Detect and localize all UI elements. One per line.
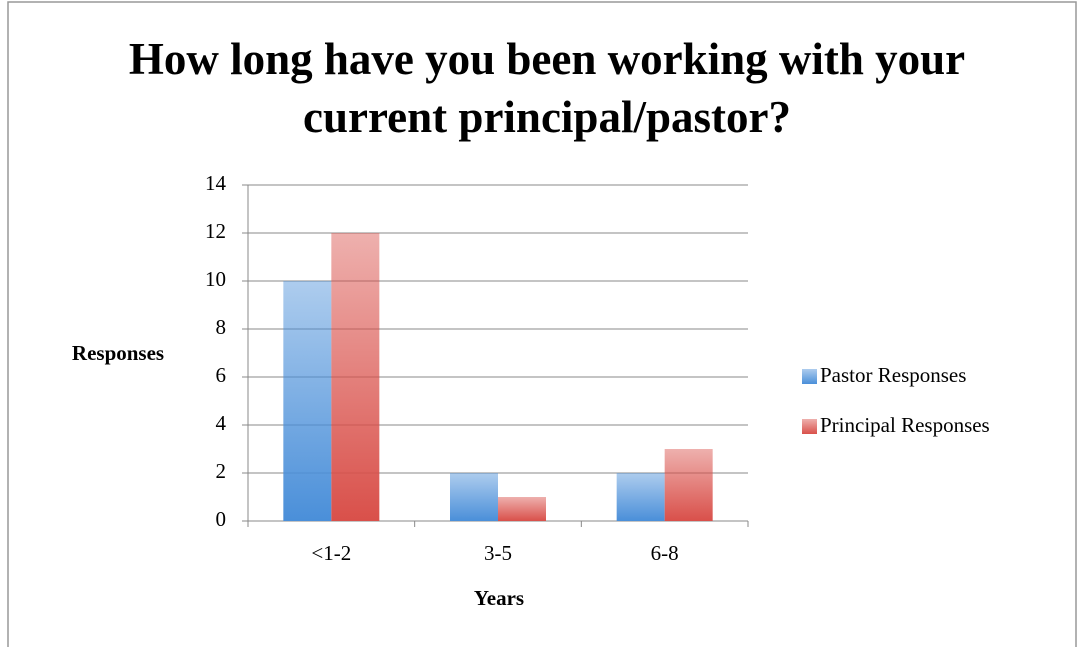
frame (7, 1, 1077, 647)
bar (331, 233, 380, 521)
y-tick-label: 2 (216, 459, 227, 483)
bar (616, 473, 665, 521)
bar (450, 473, 498, 521)
x-tick-label: 6-8 (651, 541, 679, 565)
y-tick-label: 6 (216, 363, 227, 387)
y-tick-label: 4 (216, 411, 227, 435)
y-axis-label: Responses (72, 341, 164, 365)
y-tick-label: 0 (216, 507, 227, 531)
x-tick-label: 3-5 (484, 541, 512, 565)
bar (283, 281, 332, 521)
legend-label: Pastor Responses (820, 363, 966, 387)
y-tick-label: 8 (216, 315, 227, 339)
y-tick-label: 10 (205, 267, 226, 291)
bar (498, 497, 546, 521)
y-tick-label: 14 (205, 171, 227, 195)
legend-swatch (802, 369, 817, 384)
legend-label: Principal Responses (820, 413, 990, 437)
bar (664, 449, 713, 521)
legend-swatch (802, 419, 817, 434)
x-tick-label: <1-2 (311, 541, 351, 565)
chart-title: How long have you been working with your… (128, 34, 966, 142)
y-tick-label: 12 (205, 219, 226, 243)
x-axis-label: Years (474, 586, 524, 610)
